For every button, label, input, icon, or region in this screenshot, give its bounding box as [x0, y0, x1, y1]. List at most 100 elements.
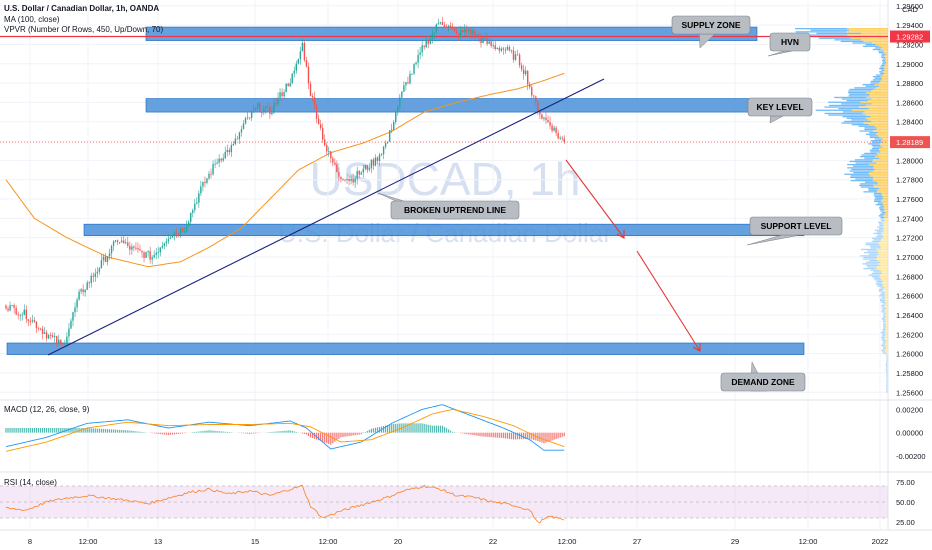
candle-body [181, 228, 184, 232]
volume-bar-down [881, 282, 888, 284]
candle-body [350, 178, 352, 181]
macd-histogram-bar [326, 432, 328, 444]
volume-bar-up [874, 196, 883, 198]
candle-body [395, 111, 397, 123]
volume-bar-up [885, 370, 888, 372]
candle-body [486, 38, 488, 44]
macd-histogram-bar [474, 432, 476, 436]
volume-bar-up [875, 204, 883, 206]
candle-body [271, 112, 273, 115]
candle-body [23, 309, 25, 315]
candle-body [96, 271, 99, 274]
candle-body [516, 54, 519, 56]
candle-body [137, 247, 139, 250]
macd-pane[interactable] [5, 404, 565, 452]
volume-bar-up [881, 220, 886, 222]
macd-histogram-bar [318, 432, 320, 441]
volume-bar-up [859, 156, 875, 158]
volume-bar-down [885, 338, 888, 340]
candle-body [151, 257, 153, 260]
candle-body [238, 132, 241, 140]
macd-histogram-bar [291, 430, 293, 433]
macd-histogram-bar [427, 424, 429, 433]
candle-body [474, 30, 476, 37]
volume-bar-up [875, 282, 882, 284]
volume-bar-down [887, 370, 888, 372]
volume-bar-up [883, 303, 886, 305]
price-tick-label: 1.27400 [896, 214, 923, 223]
candle-body [531, 87, 533, 96]
macd-histogram-bar [39, 428, 42, 433]
candle-body [514, 54, 517, 60]
candle-body [340, 176, 342, 179]
rsi-tick-label: 75.00 [896, 478, 915, 487]
candle-body [100, 259, 103, 269]
candle-body [494, 45, 496, 49]
macd-histogram-bar [557, 432, 559, 439]
price-tick-label: 1.27000 [896, 253, 923, 262]
drawings[interactable]: SUPPLY ZONE KEY LEVEL SUPPORT LEVEL DEMAND … [47, 15, 843, 392]
volume-bar-up [875, 197, 884, 199]
candle-body [204, 181, 206, 183]
volume-bar-up [851, 168, 876, 171]
volume-bar-up [848, 90, 872, 92]
macd-histogram-bar [129, 430, 131, 433]
candle-body [374, 157, 377, 166]
volume-bar-down [884, 306, 888, 308]
price-tick-label: 1.27600 [896, 195, 923, 204]
candle-body [7, 308, 9, 311]
macd-histogram-bar [37, 428, 40, 433]
candle-body [457, 33, 460, 38]
macd-histogram-bar [295, 431, 297, 433]
macd-histogram-bar [33, 428, 36, 433]
macd-histogram-bar [320, 432, 322, 442]
volume-bar-down [879, 264, 888, 267]
rsi-pane[interactable] [0, 484, 888, 524]
time-tick-label: 27 [633, 537, 641, 546]
candle-body [51, 335, 54, 337]
candle-body [315, 105, 318, 119]
volume-bar-up [882, 343, 886, 345]
volume-bar-down [868, 100, 888, 102]
macd-histogram-bar [553, 432, 555, 440]
macd-histogram-bar [488, 432, 490, 438]
volume-bar-up [872, 48, 881, 51]
volume-bar-up [872, 76, 881, 78]
macd-histogram-bar [478, 432, 480, 436]
volume-bar-up [840, 40, 864, 43]
volume-bar-down [885, 212, 888, 214]
candle-body [277, 97, 279, 105]
volume-bar-up [883, 348, 886, 350]
volume-bar-down [887, 360, 888, 363]
volume-bar-up [881, 349, 885, 351]
volume-bar-down [847, 34, 888, 36]
candles[interactable] [5, 16, 565, 347]
macd-histogram-bar [283, 430, 285, 433]
macd-histogram-bar [500, 432, 502, 438]
candle-body [183, 231, 186, 233]
volume-bar-up [864, 252, 878, 254]
macd-histogram-bar [92, 428, 94, 433]
macd-histogram-bar [117, 429, 119, 433]
candle-body [388, 130, 391, 142]
macd-histogram-bar [224, 431, 226, 433]
callout-supply-zone: SUPPLY ZONE [671, 15, 751, 49]
candle-body [261, 112, 263, 114]
macd-histogram-bar [125, 430, 127, 433]
volume-bar-down [884, 213, 888, 215]
candle-body [88, 282, 90, 284]
candle-body [382, 146, 385, 155]
macd-histogram-bar [370, 428, 372, 433]
volume-bar-up [883, 325, 886, 327]
volume-bar-up [873, 194, 883, 196]
macd-histogram-bar [555, 432, 557, 440]
macd-histogram-bar [470, 432, 472, 435]
volume-bar-up [864, 127, 877, 129]
volume-bar-up [882, 296, 885, 299]
volume-bar-down [879, 274, 888, 276]
macd-histogram-bar [204, 430, 206, 433]
volume-bar-up [865, 85, 880, 87]
candle-body [313, 97, 316, 106]
candle-body [502, 48, 505, 50]
